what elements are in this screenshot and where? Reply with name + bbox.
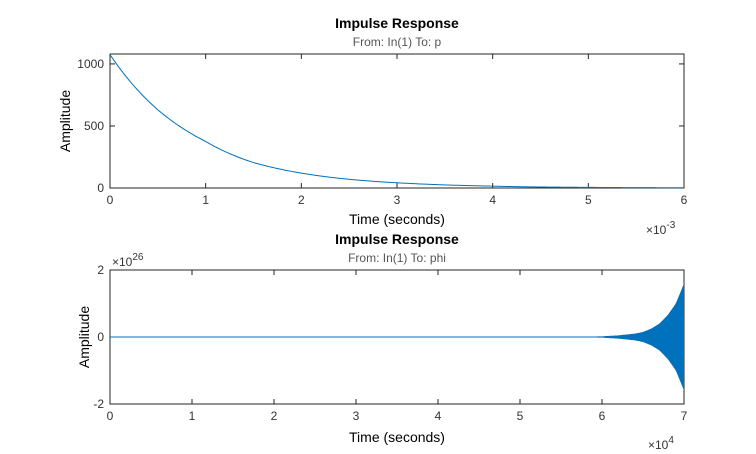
plot-p-axes-box bbox=[109, 53, 685, 189]
plot-p-xlabel: Time (seconds) bbox=[349, 211, 445, 227]
x-tick-label: 0 bbox=[107, 409, 114, 423]
y-tick-label: 2 bbox=[97, 263, 104, 277]
x-tick-label: 3 bbox=[353, 409, 360, 423]
x-tick-label: 5 bbox=[585, 193, 592, 207]
x-tick-label: 1 bbox=[189, 409, 196, 423]
y-tick-label: 0 bbox=[97, 330, 104, 344]
plot-p-subtitle: From: In(1) To: p bbox=[353, 35, 442, 49]
x-tick-label: 4 bbox=[435, 409, 442, 423]
x-tick-label: 1 bbox=[202, 193, 209, 207]
plot-phi-x-exponent: ×104 bbox=[648, 435, 674, 452]
x-tick-label: 3 bbox=[394, 193, 401, 207]
plot-phi-title: Impulse Response bbox=[335, 231, 459, 247]
x-tick-label: 2 bbox=[271, 409, 278, 423]
plot-p: Impulse Response From: In(1) To: p 0 1 2 3 4… bbox=[57, 15, 688, 237]
plot-phi-ticks: 0 1 2 3 4 5 6 7-202 bbox=[93, 263, 687, 423]
y-tick-label: -2 bbox=[93, 397, 104, 411]
x-tick-label: 7 bbox=[681, 409, 688, 423]
x-tick-label: 4 bbox=[489, 193, 496, 207]
x-tick-label: 6 bbox=[599, 409, 606, 423]
plot-p-ylabel: Amplitude bbox=[57, 90, 73, 152]
y-tick-label: 500 bbox=[84, 119, 104, 133]
x-tick-label: 0 bbox=[107, 193, 114, 207]
x-tick-label: 2 bbox=[298, 193, 305, 207]
plot-phi: Impulse Response From: In(1) To: phi 0 1 2… bbox=[76, 231, 688, 452]
plot-phi-ylabel: Amplitude bbox=[76, 306, 92, 368]
y-tick-label: 1000 bbox=[77, 57, 104, 71]
plot-p-title: Impulse Response bbox=[335, 15, 459, 31]
y-tick-label: 0 bbox=[97, 181, 104, 195]
plot-phi-y-exponent: ×1026 bbox=[112, 252, 144, 269]
plot-p-ticks: 0 1 2 3 4 5 6 0 500 1000 bbox=[77, 54, 688, 207]
x-tick-label: 6 bbox=[681, 193, 688, 207]
plot-phi-xlabel: Time (seconds) bbox=[349, 429, 445, 445]
x-tick-label: 5 bbox=[517, 409, 524, 423]
plot-p-x-exponent: ×10-3 bbox=[646, 220, 676, 237]
plot-p-series-line bbox=[109, 54, 684, 189]
plot-phi-subtitle: From: In(1) To: phi bbox=[348, 251, 446, 265]
